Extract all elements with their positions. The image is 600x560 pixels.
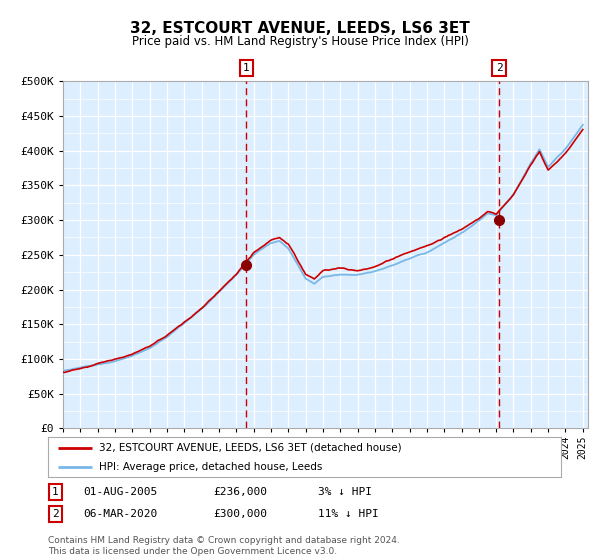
Text: 1: 1	[243, 63, 250, 73]
Text: 1: 1	[52, 487, 59, 497]
Text: 32, ESTCOURT AVENUE, LEEDS, LS6 3ET (detached house): 32, ESTCOURT AVENUE, LEEDS, LS6 3ET (det…	[100, 443, 402, 452]
Text: 11% ↓ HPI: 11% ↓ HPI	[318, 509, 379, 519]
Text: 32, ESTCOURT AVENUE, LEEDS, LS6 3ET: 32, ESTCOURT AVENUE, LEEDS, LS6 3ET	[130, 21, 470, 36]
Text: Price paid vs. HM Land Registry's House Price Index (HPI): Price paid vs. HM Land Registry's House …	[131, 35, 469, 48]
Text: £300,000: £300,000	[213, 509, 267, 519]
Text: 2: 2	[52, 509, 59, 519]
Text: £236,000: £236,000	[213, 487, 267, 497]
Text: 3% ↓ HPI: 3% ↓ HPI	[318, 487, 372, 497]
Text: 01-AUG-2005: 01-AUG-2005	[83, 487, 157, 497]
Text: 2: 2	[496, 63, 502, 73]
Text: HPI: Average price, detached house, Leeds: HPI: Average price, detached house, Leed…	[100, 462, 323, 472]
Text: Contains HM Land Registry data © Crown copyright and database right 2024.
This d: Contains HM Land Registry data © Crown c…	[48, 536, 400, 556]
Text: 06-MAR-2020: 06-MAR-2020	[83, 509, 157, 519]
